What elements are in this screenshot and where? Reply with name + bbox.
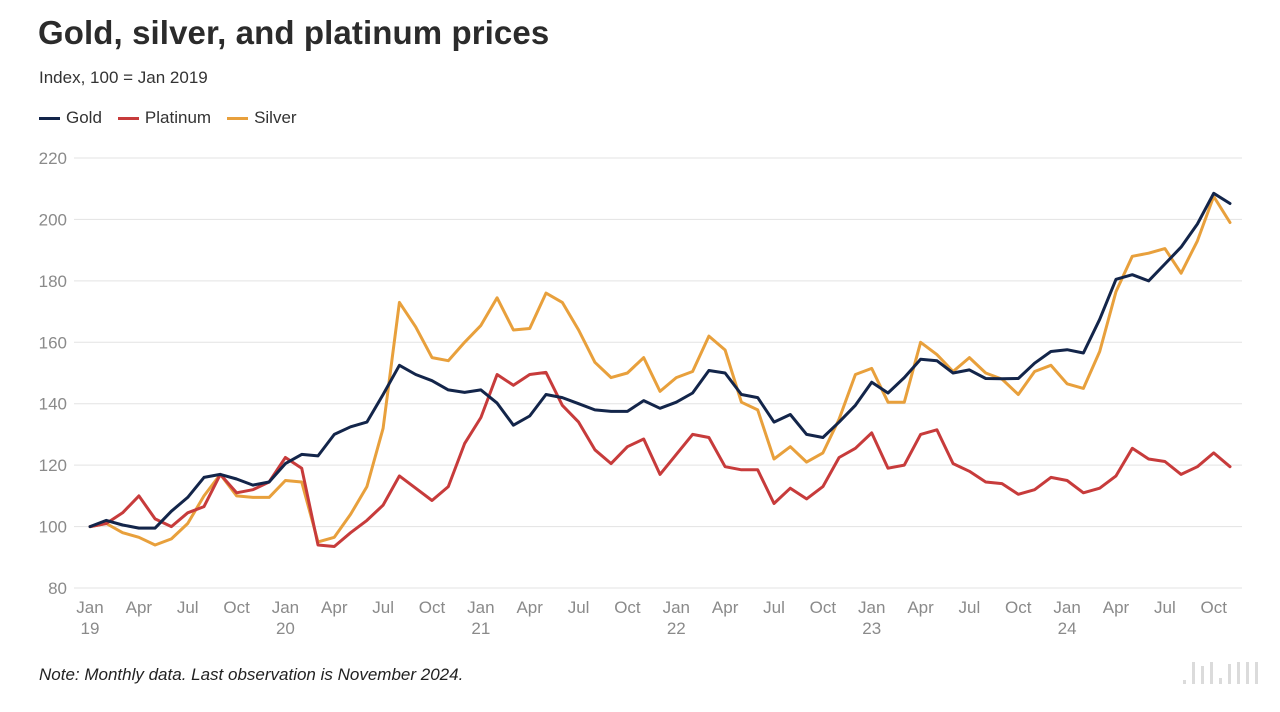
x-tick-sublabel: 23 — [862, 619, 881, 638]
x-tick-label: Apr — [126, 598, 153, 617]
x-tick-label: Oct — [223, 598, 250, 617]
x-tick-label: Oct — [614, 598, 641, 617]
x-tick-label: Jan — [76, 598, 103, 617]
chart-title: Gold, silver, and platinum prices — [38, 14, 550, 51]
chart-subtitle: Index, 100 = Jan 2019 — [39, 68, 208, 87]
y-tick-label: 200 — [39, 210, 67, 229]
x-tick-label: Oct — [1005, 598, 1032, 617]
x-tick-label: Jan — [663, 598, 690, 617]
legend-item-platinum: Platinum — [117, 108, 212, 128]
y-tick-label: 80 — [48, 579, 67, 598]
x-tick-label: Jan — [1053, 598, 1080, 617]
legend-item-gold: Gold — [39, 108, 102, 128]
legend-label-silver: Silver — [254, 108, 297, 127]
y-tick-label: 140 — [39, 395, 67, 414]
legend-swatch-platinum — [117, 116, 139, 120]
x-tick-sublabel: 24 — [1058, 619, 1077, 638]
x-tick-label: Apr — [907, 598, 934, 617]
x-tick-label: Oct — [1200, 598, 1227, 617]
x-tick-label: Oct — [810, 598, 837, 617]
legend-label-gold: Gold — [66, 108, 102, 127]
x-tick-sublabel: 20 — [276, 619, 295, 638]
x-tick-label: Jul — [568, 598, 590, 617]
series-line-gold — [88, 191, 1232, 530]
x-tick-label: Jan — [858, 598, 885, 617]
x-tick-label: Apr — [1103, 598, 1130, 617]
watermark-icon — [1183, 662, 1258, 684]
y-tick-label: 220 — [39, 149, 67, 168]
x-tick-label: Jul — [1154, 598, 1176, 617]
chart-legend: Gold Platinum Silver — [39, 108, 313, 128]
y-tick-label: 180 — [39, 272, 67, 291]
y-tick-label: 120 — [39, 456, 67, 475]
x-tick-label: Jul — [763, 598, 785, 617]
x-tick-sublabel: 22 — [667, 619, 686, 638]
x-tick-sublabel: 21 — [471, 619, 490, 638]
x-tick-label: Jul — [177, 598, 199, 617]
series-line-silver — [88, 194, 1232, 547]
x-tick-label: Jan — [467, 598, 494, 617]
legend-label-platinum: Platinum — [144, 108, 212, 127]
x-tick-label: Apr — [712, 598, 739, 617]
legend-item-silver: Silver — [227, 108, 297, 128]
chart-note: Note: Monthly data. Last observation is … — [39, 665, 464, 684]
x-tick-sublabel: 19 — [81, 619, 100, 638]
y-tick-label: 160 — [39, 333, 67, 352]
x-tick-label: Jul — [372, 598, 394, 617]
x-tick-label: Apr — [516, 598, 543, 617]
x-tick-label: Apr — [321, 598, 348, 617]
series-line-platinum — [88, 370, 1232, 548]
legend-swatch-silver — [227, 116, 249, 120]
y-tick-label: 100 — [39, 518, 67, 537]
x-tick-label: Oct — [419, 598, 446, 617]
legend-swatch-gold — [39, 116, 60, 120]
x-tick-label: Jan — [272, 598, 299, 617]
x-tick-label: Jul — [959, 598, 981, 617]
